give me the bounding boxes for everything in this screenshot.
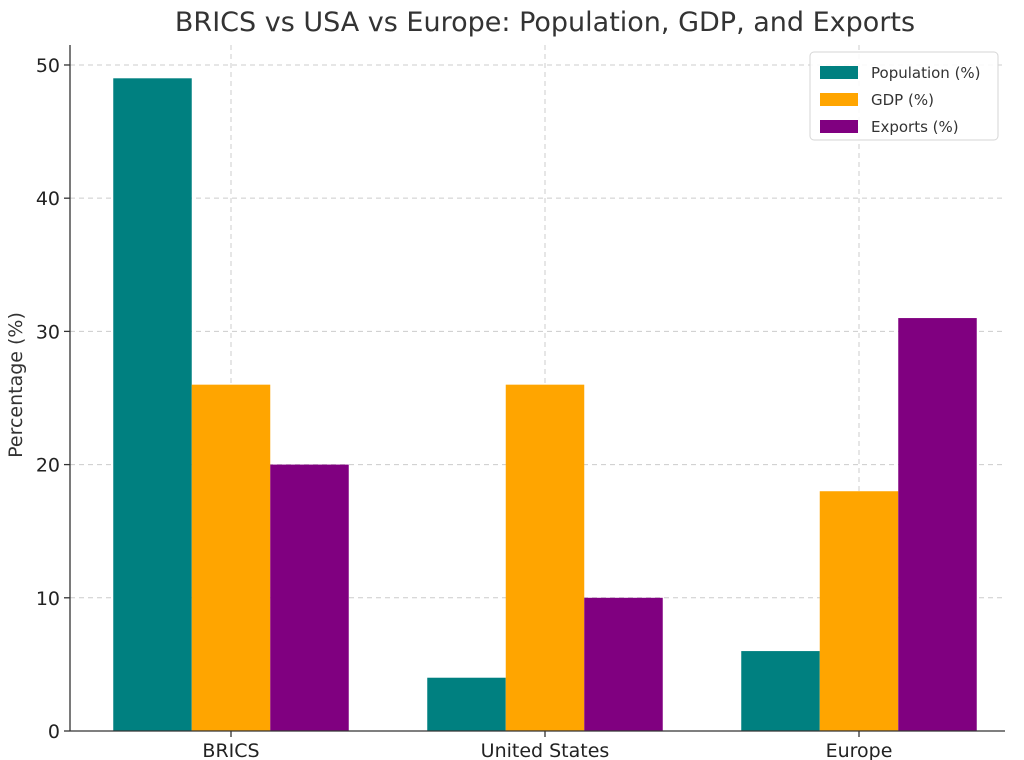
bars bbox=[113, 78, 977, 732]
bar bbox=[191, 384, 271, 731]
y-tick-label: 40 bbox=[36, 188, 60, 210]
bar bbox=[898, 318, 977, 731]
legend: Population (%) GDP (%) Exports (%) bbox=[809, 51, 999, 141]
legend-label: Exports (%) bbox=[871, 118, 959, 136]
x-tick-label: United States bbox=[481, 740, 610, 760]
legend-label: Population (%) bbox=[871, 64, 981, 82]
chart-title: BRICS vs USA vs Europe: Population, GDP,… bbox=[175, 7, 915, 38]
bar bbox=[427, 677, 506, 731]
x-tick-label: BRICS bbox=[202, 740, 259, 760]
bar bbox=[270, 464, 349, 731]
bar bbox=[505, 384, 585, 731]
y-tick-label: 50 bbox=[36, 55, 60, 77]
x-axis-ticks: BRICS United States Europe bbox=[202, 731, 892, 760]
bar bbox=[584, 597, 663, 731]
legend-swatch bbox=[820, 120, 858, 133]
y-tick-label: 10 bbox=[36, 588, 60, 610]
bar bbox=[741, 651, 820, 731]
y-axis-ticks: 0 10 20 30 40 50 bbox=[36, 55, 70, 743]
legend-label: GDP (%) bbox=[871, 91, 934, 109]
y-tick-label: 30 bbox=[36, 321, 60, 343]
y-axis-label: Percentage (%) bbox=[5, 312, 27, 458]
legend-swatch bbox=[820, 93, 858, 106]
x-tick-label: Europe bbox=[826, 740, 893, 760]
y-tick-label: 0 bbox=[48, 721, 60, 743]
bar bbox=[113, 78, 192, 732]
axes bbox=[69, 45, 1005, 732]
bar bbox=[819, 491, 899, 731]
legend-swatch bbox=[820, 66, 858, 79]
y-tick-label: 20 bbox=[36, 455, 60, 477]
